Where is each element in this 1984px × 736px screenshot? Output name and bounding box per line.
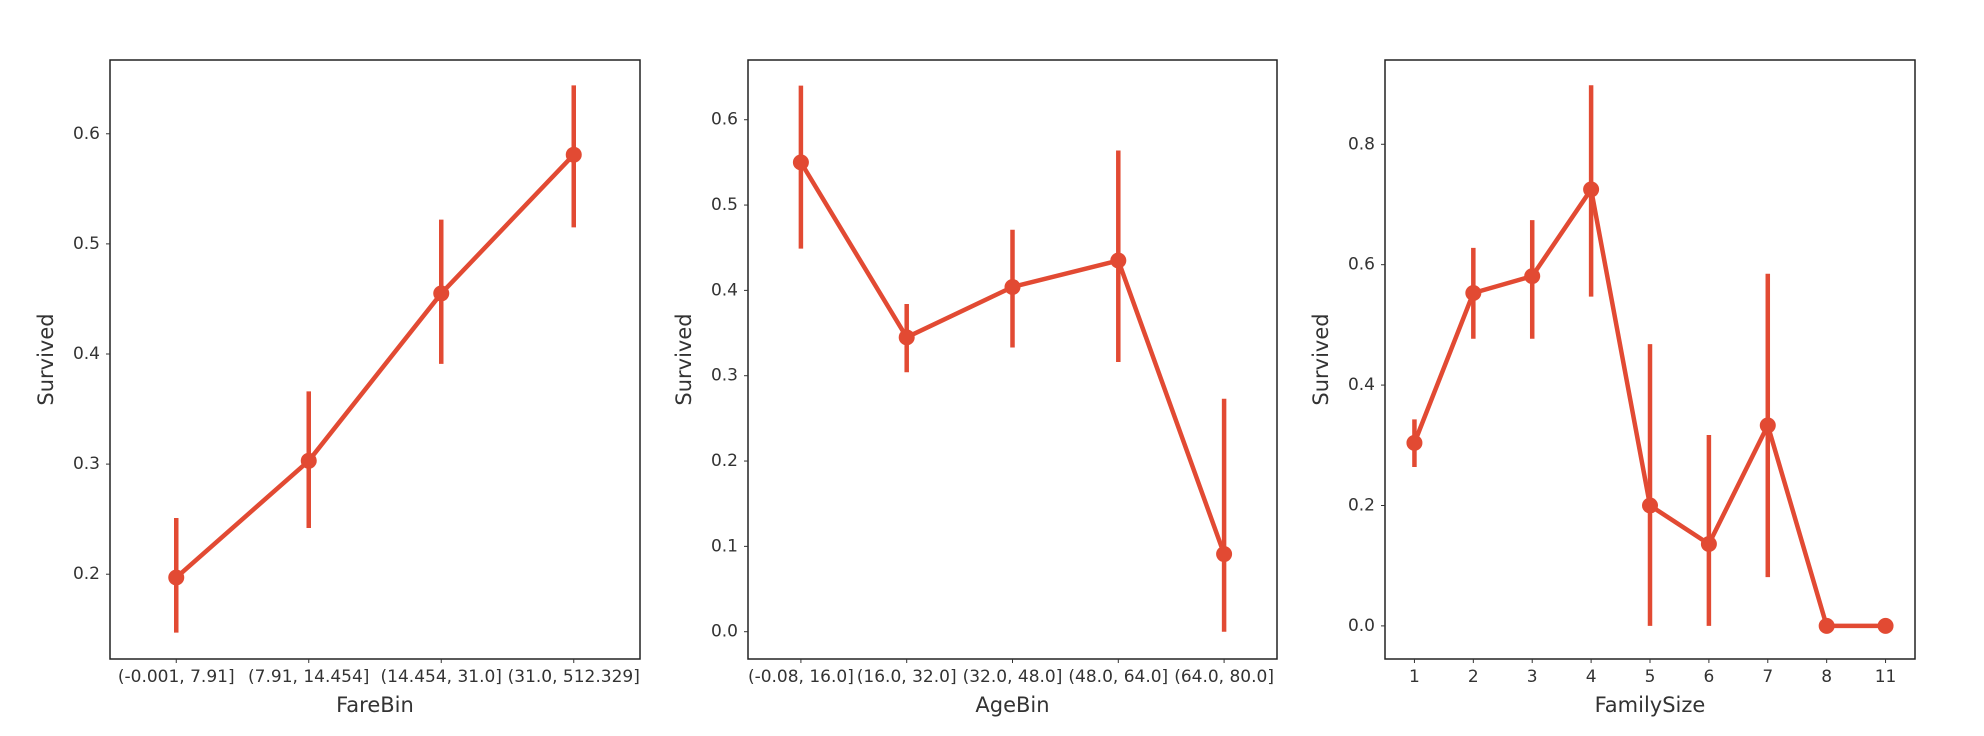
point	[1583, 181, 1600, 198]
y-axis-label: Survived	[34, 313, 58, 405]
x-tick-label: 7	[1762, 667, 1773, 687]
y-axis-label: Survived	[1309, 313, 1333, 405]
x-tick-label: 11	[1875, 667, 1897, 687]
subplot: 0.0 0.2 0.4 0.6 0.8 1 2 3 4 5 6 7 8 11 FamilySize Survi…	[1309, 59, 1916, 717]
x-tick-label: (-0.08, 16.0]	[748, 667, 854, 687]
point	[1877, 617, 1894, 634]
x-tick-label: (32.0, 48.0]	[963, 667, 1063, 687]
x-tick-label: (-0.001, 7.91]	[118, 667, 235, 687]
y-tick-label: 0.2	[73, 564, 100, 584]
y-tick-label: 0.4	[73, 344, 100, 364]
y-tick-label: 0.8	[1348, 134, 1375, 154]
plot-frame	[747, 59, 1278, 660]
subplot: 0.2 0.3 0.4 0.5 0.6 (-0.001, 7.91] (7.91, 14.4…	[34, 59, 641, 717]
y-tick-label: 0.4	[1348, 375, 1375, 395]
point	[300, 452, 317, 469]
point	[1524, 268, 1541, 285]
x-tick-label: 2	[1468, 667, 1479, 687]
point	[1818, 617, 1835, 634]
y-tick-label: 0.0	[1348, 616, 1375, 636]
point	[565, 146, 582, 163]
line	[174, 153, 576, 580]
point	[1759, 417, 1776, 434]
y-tick-label: 0.0	[711, 622, 738, 642]
point	[433, 285, 450, 302]
x-axis-label: FamilySize	[1595, 693, 1706, 717]
point	[898, 329, 915, 346]
x-tick-label: (31.0, 512.329]	[508, 667, 640, 687]
point	[1216, 546, 1233, 563]
x-tick-label: (16.0, 32.0]	[857, 667, 957, 687]
y-tick-label: 0.6	[1348, 255, 1375, 275]
point	[1004, 278, 1021, 295]
point	[1700, 536, 1717, 553]
y-axis-label: Survived	[672, 313, 696, 405]
x-tick-label: 6	[1703, 667, 1714, 687]
x-tick-label: 3	[1527, 667, 1538, 687]
y-tick-label: 0.6	[73, 124, 100, 144]
x-tick-label: (48.0, 64.0]	[1068, 667, 1168, 687]
point	[1110, 252, 1127, 269]
x-tick-label: 8	[1821, 667, 1832, 687]
y-tick-label: 0.4	[711, 280, 738, 300]
y-tick-label: 0.3	[711, 366, 738, 386]
point	[1406, 434, 1423, 451]
x-tick-label: (7.91, 14.454]	[248, 667, 369, 687]
x-tick-label: 5	[1645, 667, 1656, 687]
y-tick-label: 0.5	[711, 195, 738, 215]
x-axis-label: FareBin	[336, 693, 414, 717]
point	[1642, 497, 1658, 514]
y-tick-label: 0.3	[73, 454, 100, 474]
point	[168, 569, 185, 586]
x-tick-label: 1	[1409, 667, 1420, 687]
plot-frame	[109, 59, 641, 660]
line	[798, 161, 1227, 555]
subplot: 0.0 0.1 0.2 0.3 0.4 0.5 0.6 (-0.08, 16.0] (16.0,…	[672, 59, 1278, 717]
point	[1465, 284, 1482, 301]
y-tick-label: 0.1	[711, 536, 738, 556]
x-tick-label: (64.0, 80.0]	[1174, 667, 1274, 687]
y-tick-label: 0.2	[1348, 495, 1375, 515]
x-tick-label: 4	[1586, 667, 1597, 687]
x-axis-label: AgeBin	[975, 693, 1049, 717]
y-tick-label: 0.6	[711, 110, 738, 130]
y-tick-label: 0.5	[73, 234, 100, 254]
point	[792, 154, 809, 171]
y-tick-label: 0.2	[711, 451, 738, 471]
x-tick-label: (14.454, 31.0]	[381, 667, 502, 687]
